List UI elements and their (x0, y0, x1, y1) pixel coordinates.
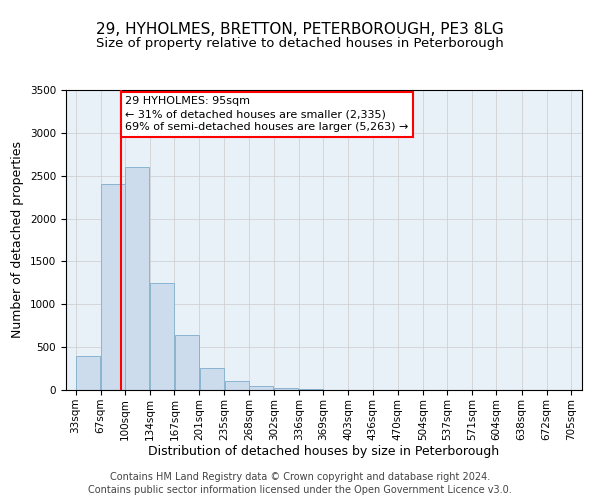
Bar (76, 356, 100, 390)
Text: Contains HM Land Registry data © Crown copyright and database right 2024.
Contai: Contains HM Land Registry data © Crown c… (88, 472, 512, 495)
Bar (249, 386, 273, 390)
X-axis label: Distribution of detached houses by size in Peterborough: Distribution of detached houses by size … (148, 446, 500, 458)
Bar (299, 389, 323, 390)
Text: 29, HYHOLMES, BRETTON, PETERBOROUGH, PE3 8LG: 29, HYHOLMES, BRETTON, PETERBOROUGH, PE3… (96, 22, 504, 38)
Bar (175, 335, 199, 390)
Text: 29 HYHOLMES: 95sqm
← 31% of detached houses are smaller (2,335)
69% of semi-deta: 29 HYHOLMES: 95sqm ← 31% of detached hou… (125, 96, 409, 132)
Bar (200, 368, 224, 390)
Text: Size of property relative to detached houses in Peterborough: Size of property relative to detached ho… (96, 38, 504, 51)
Bar (125, 167, 149, 390)
Bar (274, 388, 298, 390)
Bar (224, 382, 248, 390)
Bar (150, 283, 174, 390)
Bar (101, 184, 125, 390)
Y-axis label: Number of detached properties: Number of detached properties (11, 142, 25, 338)
